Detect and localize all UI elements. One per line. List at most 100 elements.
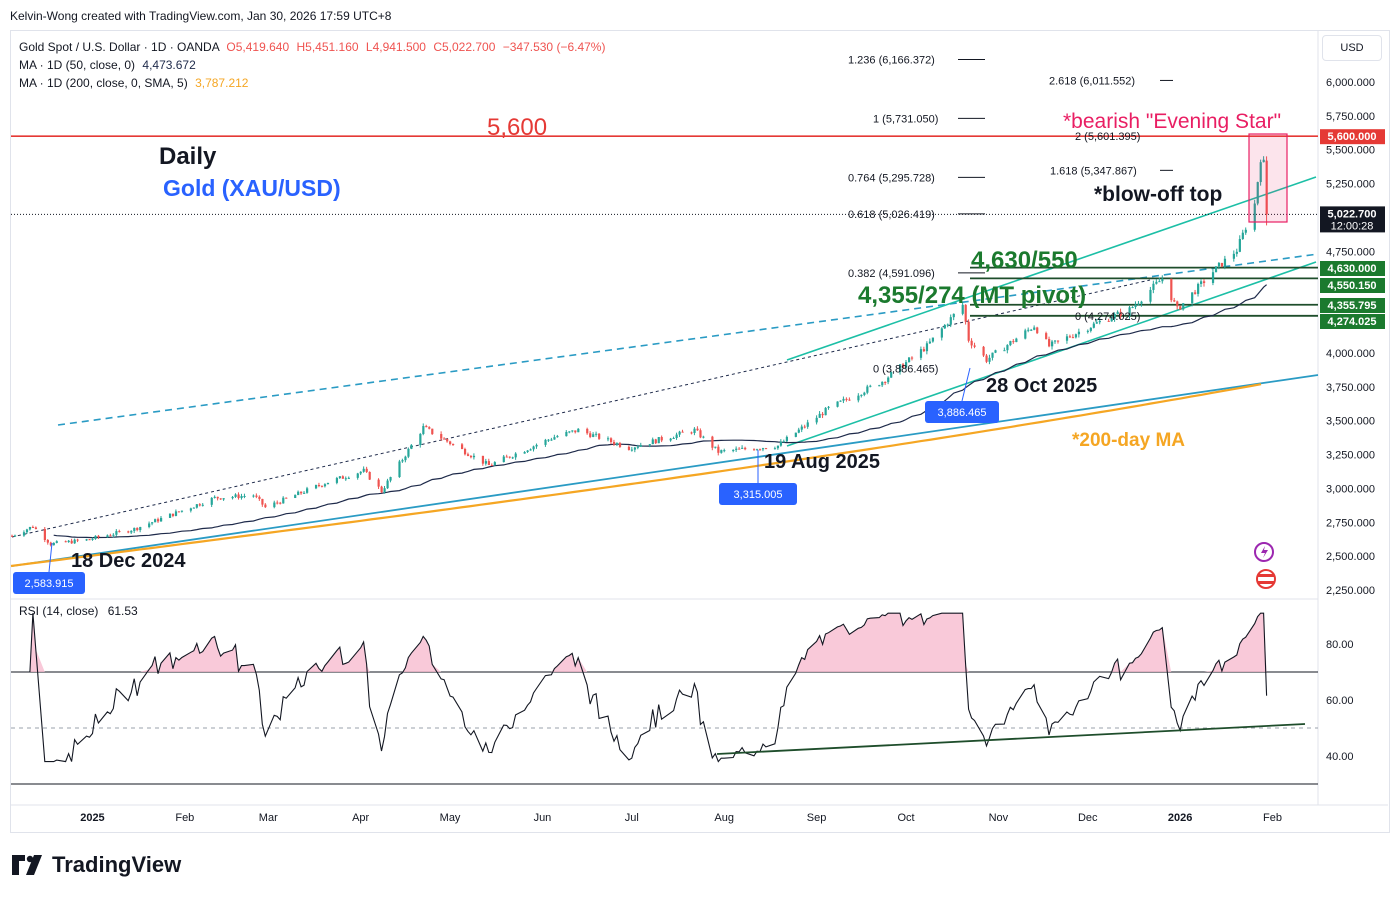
candle-body	[344, 478, 347, 480]
candle-body	[1182, 303, 1185, 310]
fibonacci-level-label: 0.618 (5,026.419)	[848, 209, 935, 221]
candle-body	[1235, 251, 1238, 254]
candle-body	[1068, 336, 1072, 338]
candle-body	[294, 495, 297, 498]
candle-body	[109, 535, 112, 537]
candle-body	[899, 364, 902, 373]
candle-body	[189, 508, 192, 511]
candle-body	[1131, 307, 1134, 309]
legend-low-value: 4,941.500	[372, 40, 426, 54]
candle-body	[1116, 311, 1119, 315]
legend-ma50-label[interactable]: MA · 1D (50, close, 0)	[19, 58, 136, 72]
candle-body	[469, 455, 473, 458]
low-marker-connector	[961, 367, 971, 402]
candle-body	[46, 539, 49, 543]
candle-body	[860, 394, 863, 396]
price-tag-value: 4,355.795	[1328, 300, 1377, 312]
candle-body	[773, 448, 777, 450]
candle-body	[609, 438, 613, 443]
price-tag	[1320, 298, 1385, 313]
candle-body	[1176, 301, 1179, 307]
candle-body	[985, 355, 988, 362]
candle-body	[511, 457, 514, 459]
chart-frame	[10, 30, 1390, 833]
candle-body	[237, 494, 240, 499]
candle-body	[618, 443, 622, 447]
rsi-axis-tick-label: 60.00	[1326, 695, 1354, 707]
time-axis-tick-label: Dec	[1078, 812, 1098, 824]
candle-body	[803, 426, 806, 428]
low-marker-tag	[13, 572, 85, 594]
price-tag-value: 5,022.700	[1328, 208, 1377, 220]
currency-button[interactable]: USD	[1322, 35, 1382, 61]
candle-body	[201, 504, 204, 506]
ma200-annotation: *200-day MA	[1072, 430, 1185, 451]
candle-body	[1203, 281, 1206, 283]
legend-ma200-row: MA · 1D (200, close, 0, SMA, 5) 3,787.21…	[19, 76, 248, 90]
time-axis-tick-label: Nov	[989, 812, 1009, 824]
candle-body	[1051, 341, 1054, 347]
candle-body	[431, 428, 434, 435]
candle-body	[738, 448, 741, 450]
time-axis-tick-label: Jul	[625, 812, 639, 824]
candle-body	[320, 485, 324, 487]
candle-body	[556, 436, 559, 438]
candle-body	[195, 504, 198, 508]
candle-body	[368, 471, 371, 480]
candle-body	[785, 436, 788, 442]
channel-lower-line	[786, 261, 1317, 447]
legend-symbol[interactable]: Gold Spot / U.S. Dollar · 1D · OANDA	[19, 40, 220, 54]
price-axis-tick-label: 2,500.000	[1326, 551, 1375, 563]
candle-body	[404, 456, 407, 461]
candle-body	[1074, 334, 1078, 338]
price-axis-tick-label: 4,000.000	[1326, 348, 1375, 360]
candle-body	[1036, 327, 1039, 334]
candle-body	[356, 473, 359, 478]
candle-body	[982, 346, 985, 356]
candle-body	[577, 428, 580, 433]
fibonacci-level-label: 1.618 (5,347.867)	[1050, 165, 1137, 177]
legend-ma200-label[interactable]: MA · 1D (200, close, 0, SMA, 5)	[19, 76, 188, 90]
low-marker-tag	[719, 483, 797, 505]
candle-body	[943, 325, 946, 329]
legend-close-value: 5,022.700	[441, 40, 496, 54]
flag-us-icon[interactable]	[1256, 569, 1276, 589]
candle-body	[884, 382, 887, 384]
candle-body	[440, 434, 443, 439]
candle-body	[70, 540, 73, 544]
candle-body	[297, 491, 300, 496]
candle-body	[672, 437, 675, 439]
candle-body	[198, 504, 201, 506]
price-axis-tick-label: 6,000.000	[1326, 77, 1375, 89]
candle-body	[1030, 329, 1033, 331]
candle-body	[133, 527, 136, 531]
candle-body	[1012, 341, 1015, 343]
candle-body	[589, 433, 592, 437]
candle-body	[219, 498, 222, 500]
candle-body	[887, 377, 890, 383]
rsi-label[interactable]: RSI (14, close)	[19, 604, 99, 618]
candle-body	[636, 446, 639, 448]
legend-low-label: L	[365, 40, 373, 54]
candle-body	[657, 437, 660, 444]
candle-body	[460, 444, 464, 449]
candle-body	[1152, 283, 1155, 290]
candle-body	[428, 427, 431, 429]
legend-close-label: C	[433, 40, 442, 54]
tradingview-logo[interactable]: TradingView	[12, 852, 181, 878]
candle-body	[794, 432, 797, 437]
candle-body	[690, 432, 693, 434]
lightning-icon[interactable]	[1254, 542, 1274, 562]
candle-body	[243, 495, 246, 497]
candle-body	[848, 399, 851, 401]
candle-body	[446, 438, 449, 442]
candle-body	[1253, 203, 1256, 230]
candle-body	[1015, 338, 1018, 343]
candle-body	[922, 349, 926, 352]
candle-body	[216, 496, 219, 499]
candle-body	[827, 406, 830, 408]
candle-body	[991, 352, 994, 358]
evening-star-annotation: *bearish "Evening Star"	[1063, 110, 1281, 133]
candle-body	[31, 526, 35, 528]
